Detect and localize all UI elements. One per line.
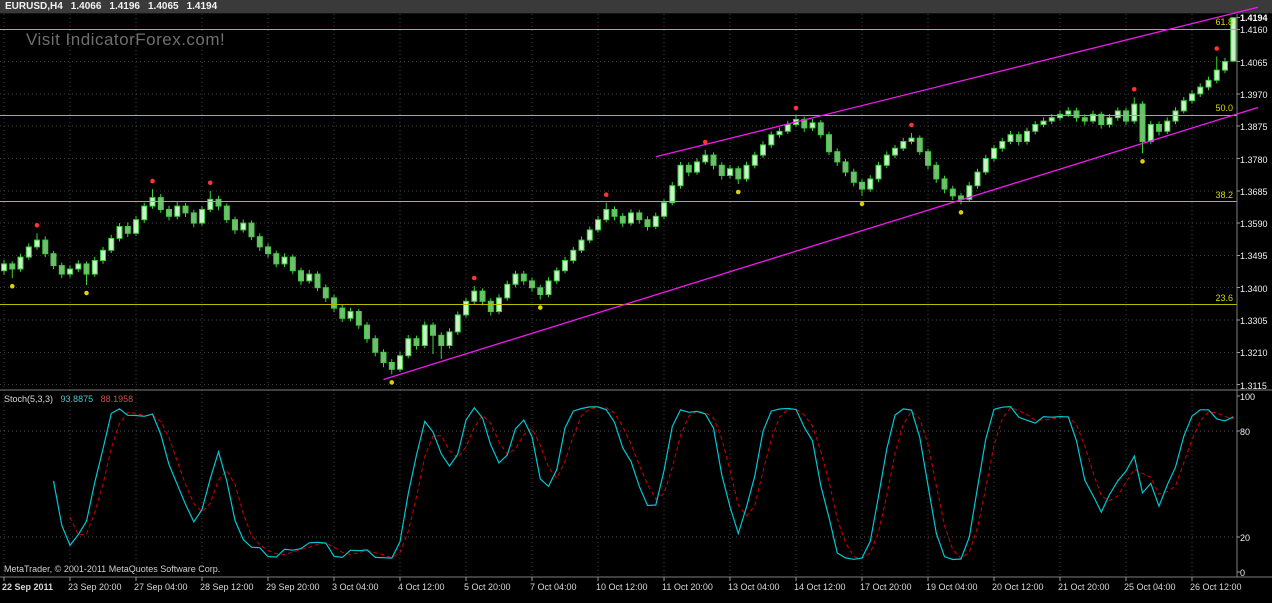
fractal-markers [9, 46, 1220, 385]
price-axis-label: 1.4160 [1240, 25, 1268, 36]
fractal-down-dot [735, 189, 741, 195]
fibonacci-level-label: 38.2 [1215, 189, 1233, 200]
price-axis-label: 1.3875 [1240, 122, 1268, 133]
indicator-axis-label: 0 [1240, 568, 1246, 578]
price-axis-label: 1.3305 [1240, 316, 1268, 326]
fractal-down-dot [958, 210, 964, 215]
fractal-down-dot [389, 380, 395, 385]
copyright-text: MetaTrader, © 2001-2011 MetaQuotes Softw… [4, 564, 221, 574]
time-axis-label: 19 Oct 04:00 [926, 582, 978, 592]
time-axis-label: 14 Oct 12:00 [794, 582, 846, 592]
time-axis-label: 29 Sep 20:00 [266, 582, 320, 592]
fractal-up-dot [1131, 87, 1137, 92]
fractal-up-dot [603, 192, 609, 197]
watermark: Visit IndicatorForex.com! [26, 30, 226, 49]
price-axis-label: 1.4065 [1240, 57, 1268, 68]
time-axis-label: 4 Oct 12:00 [398, 582, 445, 592]
time-axis-label: 11 Oct 20:00 [662, 582, 713, 592]
stochastic-main-line [52, 405, 1234, 561]
fractal-up-dot [150, 178, 155, 184]
chart-header: EURUSD,H4 1.4066 1.4196 1.4065 1.4194 [0, 0, 1272, 14]
fractal-down-dot [1140, 159, 1145, 164]
fractal-up-dot [34, 223, 40, 228]
fibonacci-level-label: 23.6 [1215, 292, 1233, 303]
time-axis-label: 13 Oct 04:00 [728, 582, 780, 592]
time-axis-label: 28 Sep 12:00 [200, 582, 254, 592]
fractal-up-dot [1214, 46, 1220, 51]
indicator-name: Stoch(5,3,3) [4, 394, 54, 404]
current-price-label: 1.4194 [1240, 12, 1268, 23]
fibonacci-level-label: 61.8 [1215, 17, 1233, 28]
time-axis-label: 3 Oct 04:00 [332, 582, 379, 592]
indicator-axis: 100 80 20 0 [1240, 0, 1272, 603]
fractal-down-dot [9, 283, 15, 289]
fractal-up-dot [909, 122, 914, 128]
ohlc-low: 1.4065 [147, 1, 179, 12]
price-axis-label: 1.3400 [1240, 283, 1268, 294]
fractal-up-dot [207, 180, 213, 186]
time-axis-label: 26 Oct 12:00 [1190, 582, 1242, 592]
time-axis-label: 21 Oct 20:00 [1058, 582, 1110, 592]
time-axis-label: 22 Sep 2011 [2, 582, 54, 592]
symbol-timeframe: EURUSD,H4 [5, 1, 63, 12]
indicator-axis-label: 20 [1240, 532, 1251, 543]
indicator-axis-label: 100 [1240, 392, 1256, 402]
channel-trendlines[interactable] [383, 6, 1259, 381]
fibonacci-lines[interactable] [0, 28, 1237, 306]
ohlc-open: 1.4066 [70, 1, 102, 12]
time-axis-label: 27 Sep 04:00 [134, 582, 188, 592]
time-axis-label: 5 Oct 20:00 [464, 582, 511, 592]
time-axis[interactable]: 22 Sep 2011 23 Sep 20:00 27 Sep 04:00 28 Se… [0, 580, 1272, 600]
time-axis-label: 17 Oct 20:00 [860, 582, 912, 592]
price-axis-label: 1.3115 [1240, 380, 1267, 391]
pane-separators [0, 14, 1272, 581]
fractal-up-dot [702, 139, 708, 145]
price-axis[interactable]: 1.4194 1.4160 1.4065 1.3970 1.3875 1.3780 1.36… [1240, 0, 1272, 603]
fractal-up-dot [793, 105, 799, 111]
time-axis-label: 25 Oct 04:00 [1124, 582, 1176, 592]
ohlc-close: 1.4194 [186, 1, 218, 12]
price-axis-label: 1.3590 [1240, 219, 1268, 230]
ohlc-high: 1.4196 [109, 1, 140, 12]
indicator-axis-label: 80 [1240, 427, 1251, 438]
fractal-down-dot [537, 305, 543, 310]
time-axis-label: 20 Oct 12:00 [992, 582, 1044, 592]
price-axis-label: 1.3685 [1240, 186, 1268, 197]
time-axis-label: 7 Oct 04:00 [530, 582, 577, 592]
indicator-label: Stoch(5,3,3) 93.8875 88.1958 [4, 394, 133, 404]
fibonacci-level-label: 50.0 [1215, 103, 1233, 114]
price-axis-label: 1.3210 [1240, 348, 1268, 359]
indicator-d-value: 88.1958 [100, 394, 134, 404]
indicator-k-value: 93.8875 [60, 394, 94, 404]
time-axis-label: 23 Sep 20:00 [68, 582, 122, 592]
price-axis-label: 1.3495 [1240, 251, 1268, 262]
fractal-down-dot [859, 201, 865, 207]
fractal-down-dot [84, 290, 89, 296]
fibonacci-labels: 61.8 50.0 38.2 23.6 [1215, 17, 1233, 303]
price-axis-label: 1.3970 [1240, 89, 1268, 100]
time-axis-label: 10 Oct 12:00 [596, 582, 648, 592]
price-axis-label: 1.3780 [1240, 154, 1268, 165]
fractal-up-dot [471, 275, 477, 281]
